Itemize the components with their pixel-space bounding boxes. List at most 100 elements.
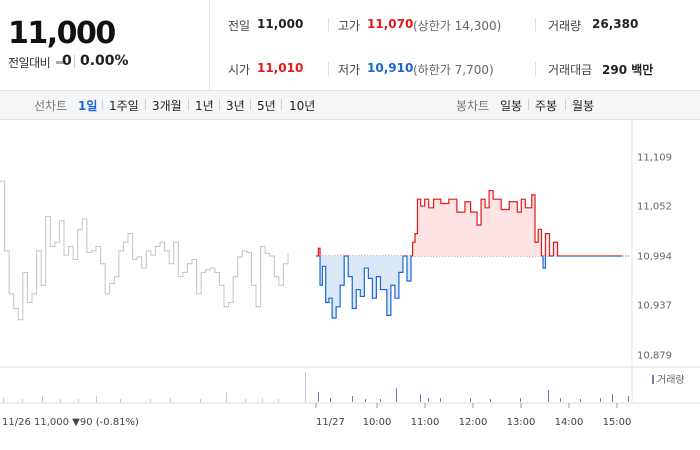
low-label: 저가: [338, 63, 361, 77]
volume-bar: [352, 396, 353, 402]
divider: [565, 99, 566, 110]
current-price-panel: 11,000 전일대비 0 0.00%: [0, 0, 210, 90]
volume-bar: [150, 399, 151, 402]
amount-label: 거래대금: [548, 63, 593, 77]
volume-bar: [628, 396, 629, 402]
divider: [528, 99, 529, 110]
volume-bar: [548, 390, 549, 402]
high-value: 11,070: [367, 17, 414, 31]
volume-bar: [305, 372, 306, 402]
tab-10year[interactable]: 10년: [289, 99, 316, 113]
divider: [535, 18, 536, 32]
volume-bar: [560, 398, 561, 402]
x-tick-label: 12:00: [459, 417, 488, 428]
prev-day-price-line: [0, 180, 289, 321]
change-label: 전일대비: [8, 56, 51, 70]
volume-bar: [396, 388, 397, 402]
tab-3year[interactable]: 3년: [226, 99, 245, 113]
prev-day-date-label: 11/26: [2, 417, 31, 428]
volume-bar: [330, 398, 331, 402]
tab-3month[interactable]: 3개월: [152, 99, 182, 113]
today-price-area: [316, 189, 622, 319]
stats-panel: 전일 11,000 고가 11,070 (상한가 14,300) 거래량 26,…: [210, 0, 700, 90]
volume-legend-marker: [652, 375, 654, 384]
x-tick-label: 14:00: [555, 417, 584, 428]
prev-close-value: 11,000: [257, 17, 304, 31]
prev-day-line: [0, 180, 289, 321]
flat-change-icon: [56, 61, 66, 64]
volume-bar: [3, 398, 4, 402]
tab-1day[interactable]: 1일: [78, 99, 98, 113]
volume-bar: [580, 399, 581, 402]
volume-bar: [22, 399, 23, 402]
y-tick-label: 10,994: [637, 252, 672, 263]
lower-limit: (하한가 7,700): [413, 63, 494, 77]
volume-legend-label: 거래량: [657, 374, 685, 386]
divider: [328, 18, 329, 32]
change-value: 0: [62, 53, 72, 69]
tab-daily-candle[interactable]: 일봉: [500, 99, 523, 113]
volume-bar: [120, 399, 121, 402]
volume-bar: [170, 398, 171, 402]
y-tick-label: 11,109: [637, 153, 672, 164]
volume-bars: 거래량: [3, 372, 685, 402]
price-chart[interactable]: 11,109 11,052 10,994 10,937 10,879 거래량 11/27…: [0, 119, 700, 450]
volume-bar: [318, 392, 319, 402]
x-tick-label: 13:00: [507, 417, 536, 428]
divider: [219, 99, 220, 110]
volume-bar: [278, 399, 279, 402]
volume-bar: [365, 399, 366, 402]
volume-bar: [262, 398, 263, 402]
volume-bar: [428, 398, 429, 402]
down-fill-area: [316, 256, 622, 318]
tab-1week[interactable]: 1주일: [109, 99, 139, 113]
high-label: 고가: [338, 19, 361, 33]
volume-bar: [200, 399, 201, 402]
volume-bar: [380, 399, 381, 402]
volume-bar: [490, 399, 491, 402]
tab-monthly-candle[interactable]: 월봉: [572, 99, 595, 113]
volume-bar: [42, 396, 43, 402]
y-axis: 11,109 11,052 10,994 10,937 10,879: [637, 153, 672, 362]
divider: [102, 99, 103, 110]
volume-bar: [440, 398, 441, 402]
volume-bar: [520, 398, 521, 402]
volume-bar: [245, 399, 246, 402]
volume-bar: [78, 399, 79, 402]
volume-bar: [612, 394, 613, 402]
today-price-line-down: [316, 256, 622, 319]
volume-bar: [226, 392, 227, 402]
today-price-line-up: [316, 189, 622, 256]
line-chart-label: 선차트: [34, 99, 68, 113]
tab-1year[interactable]: 1년: [195, 99, 214, 113]
volume-bar: [60, 399, 61, 402]
volume-value: 26,380: [592, 17, 639, 31]
candle-chart-label: 봉차트: [456, 99, 490, 113]
x-tick-label: 10:00: [363, 417, 392, 428]
x-tick-label: 11:00: [411, 417, 440, 428]
y-tick-label: 10,937: [637, 301, 672, 312]
tab-weekly-candle[interactable]: 주봉: [535, 99, 558, 113]
current-price: 11,000: [8, 16, 116, 51]
upper-limit: (상한가 14,300): [413, 19, 502, 33]
up-fill-area: [316, 190, 622, 256]
x-tick-label: 11/27: [316, 417, 345, 428]
divider: [328, 62, 329, 76]
divider: [535, 62, 536, 76]
divider: [145, 99, 146, 110]
tab-5year[interactable]: 5년: [257, 99, 276, 113]
change-rate: 0.00%: [80, 53, 129, 69]
x-axis: 11/27 10:00 11:00 12:00 13:00 14:00 15:00 11/26…: [2, 403, 631, 428]
low-value: 10,910: [367, 61, 414, 75]
x-tick-label: 15:00: [603, 417, 632, 428]
volume-label: 거래량: [548, 19, 582, 33]
divider: [74, 55, 75, 68]
divider: [188, 99, 189, 110]
prev-day-summary: 11,000 ▼90 (-0.81%): [34, 417, 139, 428]
volume-bar: [96, 396, 97, 402]
divider: [281, 99, 282, 110]
prev-close-label: 전일: [228, 19, 251, 33]
amount-value: 290 백만: [602, 63, 654, 77]
volume-bar: [420, 394, 421, 402]
volume-bar: [600, 398, 601, 402]
